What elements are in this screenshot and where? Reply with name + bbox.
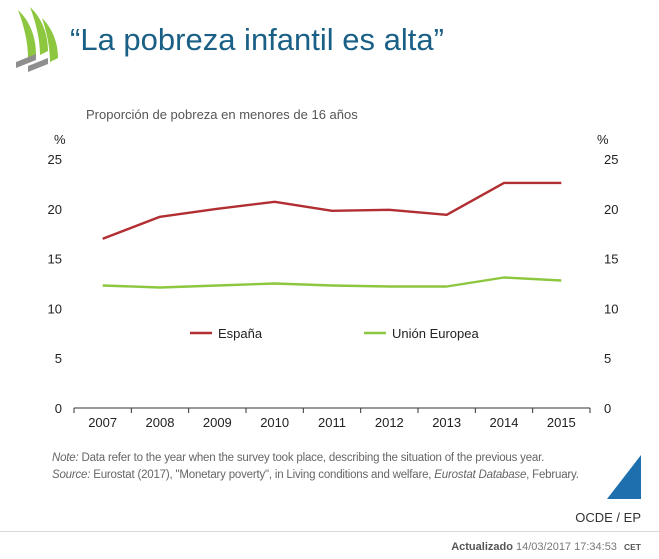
x-tick-label: 2014 [490,415,519,430]
y-tick-label-right: 25 [604,152,618,167]
y-tick-label-left: 0 [55,401,62,416]
y-tick-label-right: 0 [604,401,611,416]
image-credit: OCDE / EP [575,510,641,525]
y-tick-label-left: 25 [48,152,62,167]
y-tick-label-right: 15 [604,252,618,267]
timezone: CET [624,542,641,552]
source-text-end: , February. [526,469,579,481]
series-line-1 [102,181,562,240]
page-title: “La pobreza infantil es alta” [70,22,444,57]
y-tick-label-right: 5 [604,351,611,366]
x-tick-label: 2011 [318,415,346,430]
note-text: Data refer to the year when the survey t… [78,452,545,464]
divider [0,531,659,532]
y-tick-label-right: 10 [604,301,618,316]
note-line: Note: Data refer to the year when the su… [52,450,632,467]
x-tick-label: 2012 [375,415,404,430]
source-label: Source: [52,469,91,481]
series-line-2 [102,276,562,289]
y-tick-label-left: 20 [48,202,62,217]
chart-notes: Note: Data refer to the year when the su… [52,450,632,484]
x-tick-label: 2010 [260,415,289,430]
source-text: Eurostat (2017), "Monetary poverty", in … [90,469,435,481]
x-tick-label: 2007 [88,415,117,430]
y-tick-label-left: 5 [55,351,62,366]
y-tick-label-left: 10 [48,301,62,316]
updated-value: 14/03/2017 17:34:53 [516,541,617,553]
legend-label: España [218,326,263,341]
chart-subtitle: Proporción de pobreza en menores de 16 a… [86,107,358,122]
updated-timestamp: Actualizado 14/03/2017 17:34:53 CET [451,541,641,553]
note-label: Note: [52,452,79,464]
y-tick-label-right: 20 [604,202,618,217]
x-tick-label: 2009 [203,415,232,430]
x-tick-label: 2015 [547,415,576,430]
ocde-logo-icon [16,7,58,72]
corner-triangle-icon [607,455,641,499]
chart-slide: “La pobreza infantil es alta” Proporción… [16,7,641,499]
source-database: Eurostat Database [434,469,527,481]
x-tick-label: 2013 [432,415,461,430]
x-tick-label: 2008 [146,415,175,430]
source-line: Source: Eurostat (2017), "Monetary pover… [52,467,632,484]
y-unit-right: % [597,132,609,147]
updated-label: Actualizado [451,541,513,553]
y-tick-label-left: 15 [48,252,62,267]
legend-label: Unión Europea [392,326,479,341]
y-unit-left: % [54,132,66,147]
